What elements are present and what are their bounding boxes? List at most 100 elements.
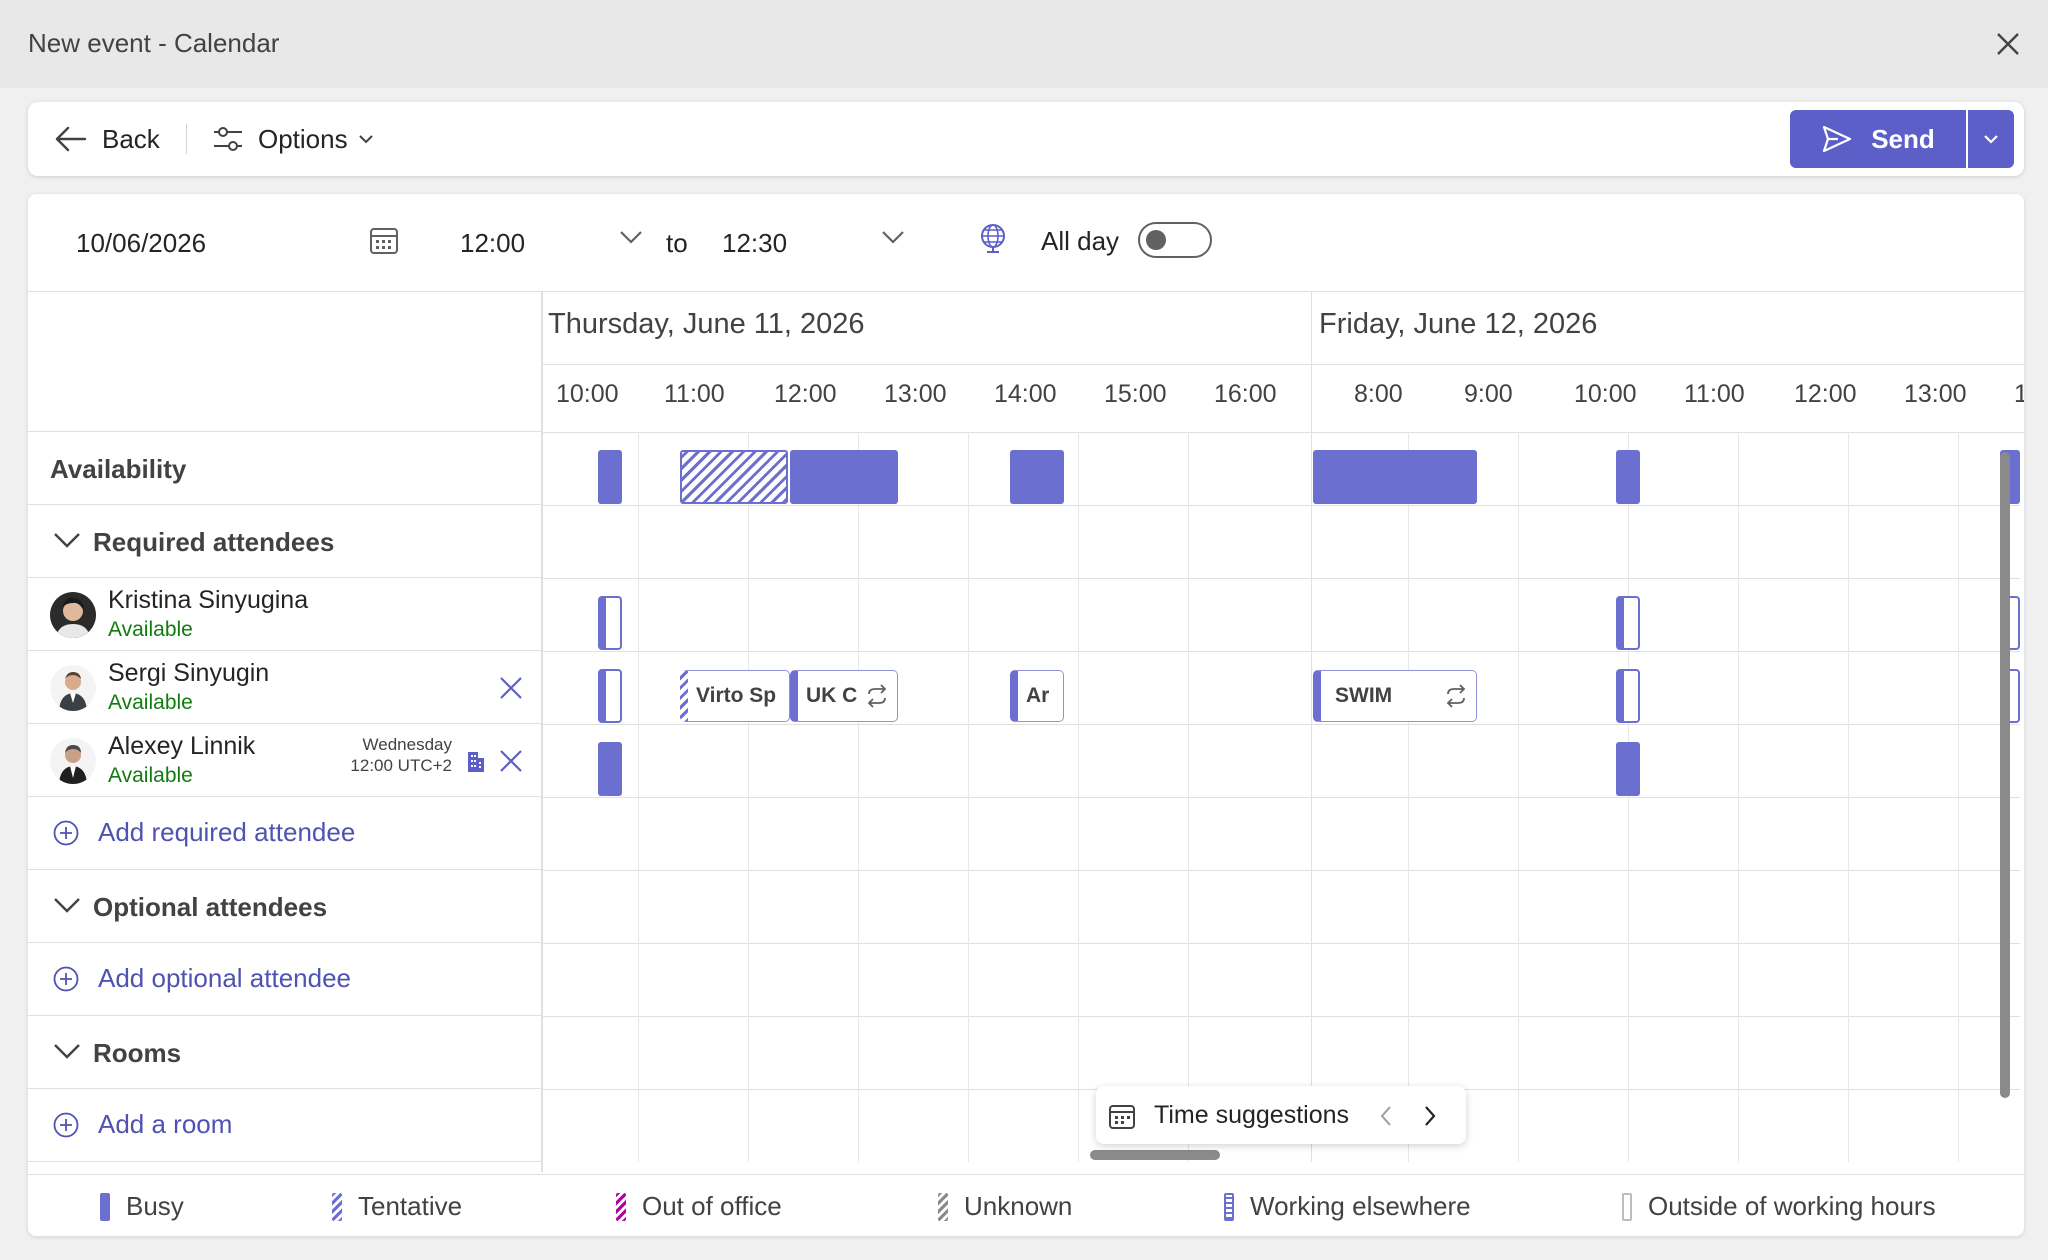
busy-event[interactable] xyxy=(1616,669,1640,723)
attendee-row[interactable]: Sergi Sinyugin Available xyxy=(28,651,542,724)
attendee-list: Availability Required attendees Kristina… xyxy=(28,292,542,1172)
availability-busy-block xyxy=(598,450,622,504)
rooms-header[interactable]: Rooms xyxy=(28,1016,542,1089)
attendee-local-time: Wednesday 12:00 UTC+2 xyxy=(350,734,452,776)
legend-item-unknown: Unknown xyxy=(938,1191,1072,1222)
unknown-swatch xyxy=(938,1192,948,1221)
scheduling-panel: 10/06/2026 12:00 to 12:30 All day Availa… xyxy=(28,194,2024,1236)
header-spacer xyxy=(28,292,542,432)
grid-line xyxy=(542,578,2020,579)
legend-item-outside-working-hours: Outside of working hours xyxy=(1622,1191,1936,1222)
chevron-down-icon[interactable] xyxy=(880,228,906,251)
date-input[interactable]: 10/06/2026 xyxy=(76,228,207,258)
grid-line xyxy=(542,432,2024,433)
grid-line xyxy=(638,432,639,1162)
hour-label: 12:00 xyxy=(1794,380,1857,408)
time-suggestions-bar: Time suggestions xyxy=(1096,1086,1466,1144)
busy-event[interactable] xyxy=(598,742,622,796)
add-required-label: Add required attendee xyxy=(98,817,356,847)
chevron-down-icon[interactable] xyxy=(52,1040,82,1069)
legend-label: Unknown xyxy=(964,1191,1073,1221)
sliders-icon xyxy=(214,127,242,151)
calendar-event-swim[interactable]: SWIM xyxy=(1313,670,1477,722)
toggle-knob xyxy=(1146,230,1166,250)
grid-line xyxy=(748,432,749,1162)
grid-line xyxy=(968,432,969,1162)
add-room-button[interactable]: Add a room xyxy=(52,1109,232,1140)
send-button[interactable]: Send xyxy=(1790,110,1966,168)
hour-label: 10:00 xyxy=(556,380,619,408)
hour-label: 9:00 xyxy=(1464,380,1513,408)
add-required-attendee-button[interactable]: Add required attendee xyxy=(52,817,355,848)
attendee-row[interactable]: Kristina Sinyugina Available xyxy=(28,578,542,651)
back-button[interactable]: Back xyxy=(54,102,160,176)
remove-attendee-icon[interactable] xyxy=(498,675,524,706)
hour-label: 16:00 xyxy=(1214,380,1277,408)
send-icon xyxy=(1823,125,1852,153)
availability-busy-block xyxy=(1010,450,1064,504)
hour-label: 11:00 xyxy=(664,380,725,408)
grid-line xyxy=(858,432,859,1162)
add-room-row: Add a room xyxy=(28,1089,542,1162)
add-optional-label: Add optional attendee xyxy=(98,963,351,993)
legend-item-busy: Busy xyxy=(100,1191,184,1222)
legend-item-out-of-office: Out of office xyxy=(616,1191,782,1222)
date-time-row: 10/06/2026 12:00 to 12:30 All day xyxy=(28,194,2024,292)
attendee-status: Available xyxy=(108,691,193,714)
hour-label: 15:00 xyxy=(1104,380,1167,408)
local-time: 12:00 UTC+2 xyxy=(350,756,452,775)
close-icon[interactable] xyxy=(1992,28,2024,60)
optional-attendees-header[interactable]: Optional attendees xyxy=(28,870,542,943)
send-label: Send xyxy=(1871,123,1935,154)
add-optional-row: Add optional attendee xyxy=(28,943,542,1016)
chevron-left-icon[interactable] xyxy=(1378,1104,1394,1128)
day-header: Friday, June 12, 2026 xyxy=(1319,308,1598,340)
add-room-label: Add a room xyxy=(98,1109,233,1139)
busy-event[interactable] xyxy=(598,596,622,650)
horizontal-scrollbar[interactable] xyxy=(1090,1150,1220,1160)
required-attendees-header[interactable]: Required attendees xyxy=(28,505,542,578)
options-button[interactable]: Options xyxy=(212,102,374,176)
attendee-row[interactable]: Alexey Linnik Available Wednesday 12:00 … xyxy=(28,724,542,797)
calendar-event-uk[interactable]: UK C xyxy=(790,670,898,722)
grid-line xyxy=(1958,432,1959,1162)
chevron-down-icon[interactable] xyxy=(52,894,82,923)
add-circle-icon xyxy=(53,966,79,991)
calendar-icon[interactable] xyxy=(368,224,400,261)
avatar xyxy=(50,592,96,638)
working-elsewhere-swatch xyxy=(1224,1192,1234,1221)
recurring-icon xyxy=(867,684,887,708)
title-bar: New event - Calendar xyxy=(0,0,2048,88)
legend-label: Working elsewhere xyxy=(1250,1191,1471,1221)
chevron-down-icon xyxy=(1984,135,1998,144)
add-optional-attendee-button[interactable]: Add optional attendee xyxy=(52,963,351,994)
calendar-event-ar[interactable]: Ar xyxy=(1010,670,1064,722)
attendee-name: Kristina Sinyugina xyxy=(108,586,309,614)
legend-item-tentative: Tentative xyxy=(332,1191,462,1222)
hour-label: 14:00 xyxy=(994,380,1057,408)
remove-attendee-icon[interactable] xyxy=(498,748,524,779)
recurring-icon xyxy=(1446,684,1466,708)
out-of-office-swatch xyxy=(616,1192,626,1221)
send-options-button[interactable] xyxy=(1968,110,2014,168)
grid-line xyxy=(542,870,2020,871)
busy-event[interactable] xyxy=(1616,742,1640,796)
vertical-scrollbar[interactable] xyxy=(2000,452,2010,1098)
all-day-toggle[interactable] xyxy=(1138,222,1212,258)
grid-line xyxy=(542,724,2020,725)
grid-line xyxy=(1408,432,1409,1162)
chevron-down-icon[interactable] xyxy=(618,228,644,251)
calendar-event-virto[interactable]: Virto Sp xyxy=(680,670,790,722)
chevron-down-icon[interactable] xyxy=(52,529,82,558)
grid-line xyxy=(1848,432,1849,1162)
end-time-select[interactable]: 12:30 xyxy=(722,228,788,258)
availability-busy-block xyxy=(1313,450,1477,504)
schedule-grid[interactable]: Thursday, June 11, 2026 Friday, June 12,… xyxy=(542,292,2024,1172)
attendee-status: Available xyxy=(108,764,193,787)
event-title: UK C xyxy=(806,684,858,707)
time-zone-globe-icon[interactable] xyxy=(978,222,1008,261)
start-time-select[interactable]: 12:00 xyxy=(460,228,526,258)
chevron-right-icon[interactable] xyxy=(1422,1104,1438,1128)
busy-event[interactable] xyxy=(598,669,622,723)
busy-event[interactable] xyxy=(1616,596,1640,650)
